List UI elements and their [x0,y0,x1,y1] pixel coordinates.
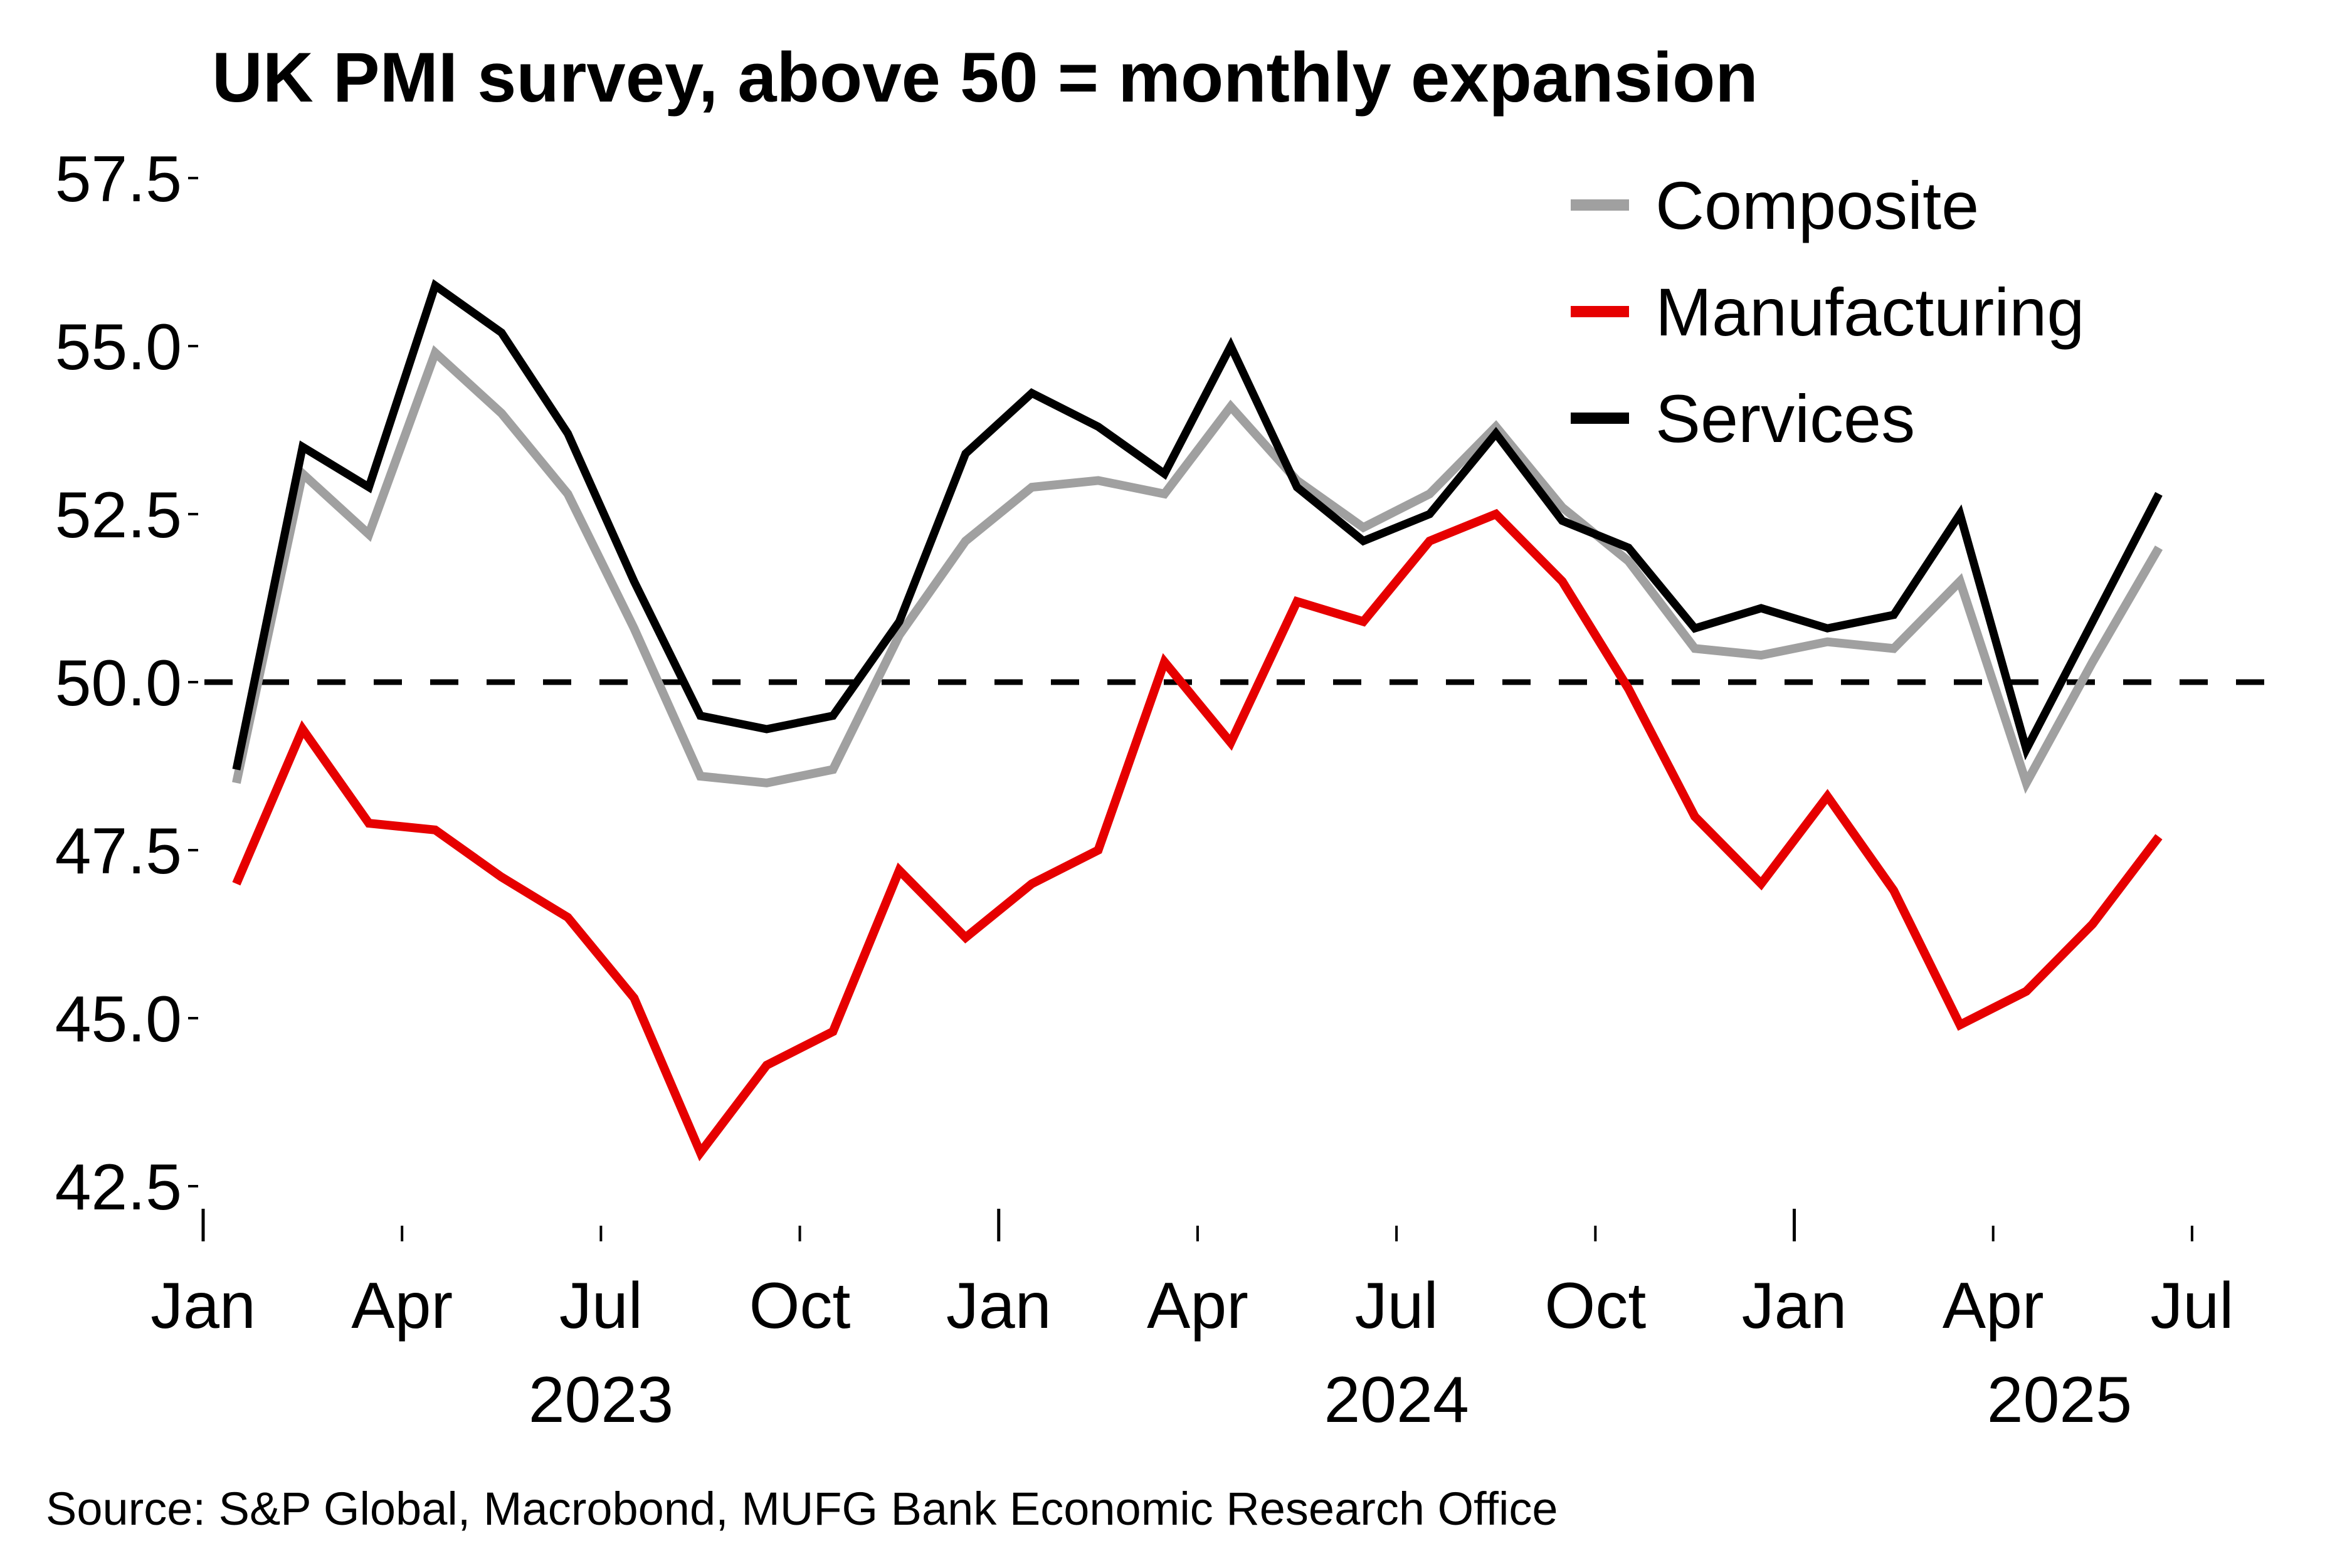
series-line-composite [232,345,2163,794]
legend: Composite Manufacturing Services [1571,167,2084,456]
chart-title: UK PMI survey, above 50 = monthly expans… [212,38,1758,117]
legend-item-services: Services [1571,381,1915,456]
x-tick-label: Jan [1742,1270,1847,1342]
x-tick-label: Oct [749,1270,851,1342]
x-tick-label: Jul [1355,1270,1438,1342]
legend-label-manufacturing: Manufacturing [1655,274,2084,350]
x-year-label: 2025 [1987,1364,2132,1436]
x-year-label: 2023 [529,1364,673,1436]
x-tick-label: Apr [351,1270,453,1342]
x-tick-label: Jul [2150,1270,2233,1342]
y-tick-label: 50.0 [55,647,182,720]
y-tick-label: 47.5 [55,815,182,888]
x-tick-label: Jul [559,1270,643,1342]
source-note: Source: S&P Global, Macrobond, MUFG Bank… [46,1483,1558,1535]
series-group [232,279,2163,1162]
y-tick-label: 42.5 [55,1151,182,1224]
y-tick-label: 55.0 [55,311,182,384]
y-tick-label: 45.0 [55,983,182,1056]
series-line-manufacturing [232,508,2163,1162]
x-year-label: 2024 [1324,1364,1469,1436]
x-tick-label: Apr [1147,1270,1248,1342]
y-axis: 57.5 55.0 52.5 50.0 47.5 45.0 42.5 [55,143,198,1224]
legend-item-manufacturing: Manufacturing [1571,274,2084,350]
legend-label-services: Services [1655,381,1915,456]
x-tick-label: Jan [946,1270,1052,1342]
x-tick-label: Jan [150,1270,256,1342]
series-line-services [232,279,2163,771]
x-tick-label: Apr [1943,1270,2044,1342]
y-tick-label: 57.5 [55,143,182,216]
y-tick-label: 52.5 [55,479,182,552]
legend-label-composite: Composite [1655,167,1979,243]
x-axis: Jan Apr Jul Oct Jan Apr Jul Oct Jan Apr Jul 2023 202… [150,1209,2233,1436]
x-tick-label: Oct [1544,1270,1646,1342]
legend-item-composite: Composite [1571,167,1979,243]
